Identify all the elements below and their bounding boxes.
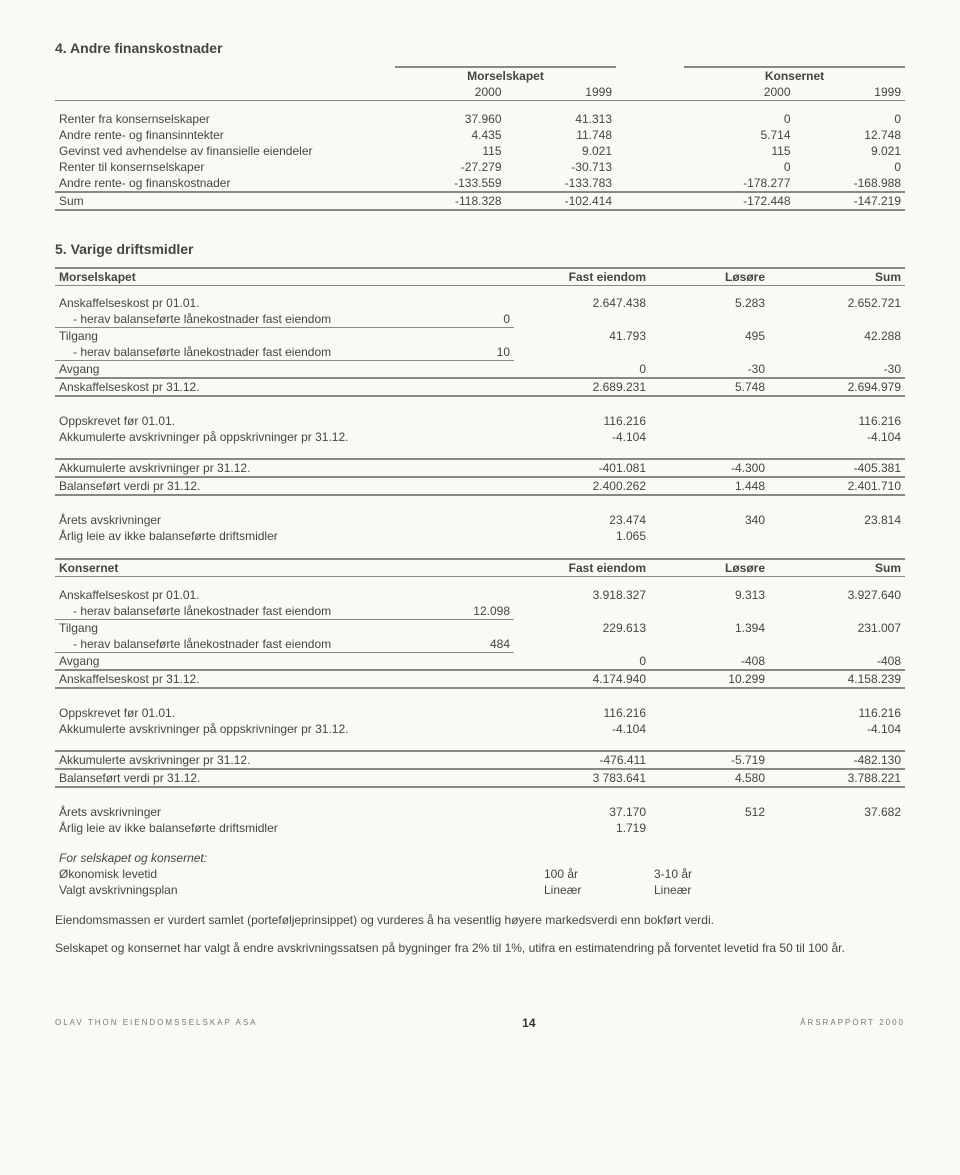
page-footer: OLAV THON EIENDOMSSELSKAP ASA 14 ÅRSRAPP…: [0, 998, 960, 1044]
sum-val: -102.414: [506, 192, 617, 210]
table-row: Akkumulerte avskrivninger på oppskrivnin…: [55, 429, 905, 445]
col-head: Fast eiendom: [514, 559, 650, 577]
col-head: Løsøre: [650, 268, 769, 286]
table-row: - herav balanseførte lånekostnader fast …: [55, 344, 905, 361]
col-head: Fast eiendom: [514, 268, 650, 286]
year-col: 2000: [395, 84, 506, 101]
footer-left: OLAV THON EIENDOMSSELSKAP ASA: [55, 1018, 258, 1027]
table-row: Valgt avskrivningsplan Lineær Lineær: [55, 882, 905, 898]
year-col: 1999: [506, 84, 617, 101]
table-row: Avgang 0 -408 -408: [55, 652, 905, 670]
meta-title: For selskapet og konsernet:: [55, 850, 429, 866]
group-left: Morselskapet: [395, 67, 616, 84]
col-head: Løsøre: [650, 559, 769, 577]
table-row: Renter fra konsernselskaper 37.96041.313…: [55, 111, 905, 127]
col-head: Sum: [769, 559, 905, 577]
table-5-mor: Morselskapet Fast eiendom Løsøre Sum Ans…: [55, 267, 905, 545]
table-row: - herav balanseførte lånekostnader fast …: [55, 603, 905, 620]
col-head: Morselskapet: [55, 268, 429, 286]
table-row: - herav balanseførte lånekostnader fast …: [55, 636, 905, 653]
table-row: Gevinst ved avhendelse av finansielle ei…: [55, 143, 905, 159]
table-row: Andre rente- og finansinntekter 4.43511.…: [55, 127, 905, 143]
table-row: Årets avskrivninger 23.474 340 23.814: [55, 512, 905, 528]
table-row: Tilgang 41.793 495 42.288: [55, 328, 905, 345]
table-row: Oppskrevet før 01.01. 116.216 116.216: [55, 705, 905, 721]
table-row: Balanseført verdi pr 31.12. 2.400.262 1.…: [55, 477, 905, 495]
year-col: 2000: [684, 84, 795, 101]
section4-title: 4. Andre finanskostnader: [55, 40, 905, 56]
table-4: Morselskapet Konsernet 2000 1999 2000 19…: [55, 66, 905, 213]
table-row: Anskaffelseskost pr 31.12. 2.689.231 5.7…: [55, 378, 905, 396]
table-row: Akkumulerte avskrivninger på oppskrivnin…: [55, 721, 905, 737]
table-row: Tilgang 229.613 1.394 231.007: [55, 619, 905, 636]
section5-title: 5. Varige driftsmidler: [55, 241, 905, 257]
table-row: Anskaffelseskost pr 01.01. 2.647.438 5.2…: [55, 295, 905, 311]
table-row: Årets avskrivninger 37.170 512 37.682: [55, 804, 905, 820]
note-paragraph: Eiendomsmassen er vurdert samlet (portef…: [55, 912, 905, 928]
table-row: Balanseført verdi pr 31.12. 3 783.641 4.…: [55, 769, 905, 787]
page-number: 14: [522, 1016, 535, 1030]
table-row: Økonomisk levetid 100 år 3-10 år: [55, 866, 905, 882]
col-head: Sum: [769, 268, 905, 286]
table-row: Akkumulerte avskrivninger pr 31.12. -401…: [55, 459, 905, 477]
sum-label: Sum: [55, 192, 395, 210]
table-row: Oppskrevet før 01.01. 116.216 116.216: [55, 413, 905, 429]
sum-val: -172.448: [684, 192, 795, 210]
note-paragraph: Selskapet og konsernet har valgt å endre…: [55, 940, 905, 956]
footer-right: ÅRSRAPPORT 2000: [800, 1018, 905, 1027]
table-row: Akkumulerte avskrivninger pr 31.12. -476…: [55, 751, 905, 769]
table-5-kon: Konsernet Fast eiendom Løsøre Sum Anskaf…: [55, 558, 905, 898]
col-head: Konsernet: [55, 559, 429, 577]
sum-val: -147.219: [795, 192, 906, 210]
table-row: Anskaffelseskost pr 31.12. 4.174.940 10.…: [55, 670, 905, 688]
table-row: Anskaffelseskost pr 01.01. 3.918.327 9.3…: [55, 587, 905, 603]
table-row: Årlig leie av ikke balanseførte driftsmi…: [55, 820, 905, 836]
sum-val: -118.328: [395, 192, 506, 210]
table-row: Andre rente- og finanskostnader -133.559…: [55, 175, 905, 192]
table-row: Årlig leie av ikke balanseførte driftsmi…: [55, 528, 905, 544]
group-right: Konsernet: [684, 67, 905, 84]
table-row: Avgang 0 -30 -30: [55, 361, 905, 379]
year-col: 1999: [795, 84, 906, 101]
table-row: - herav balanseførte lånekostnader fast …: [55, 311, 905, 328]
table-row: Renter til konsernselskaper -27.279-30.7…: [55, 159, 905, 175]
